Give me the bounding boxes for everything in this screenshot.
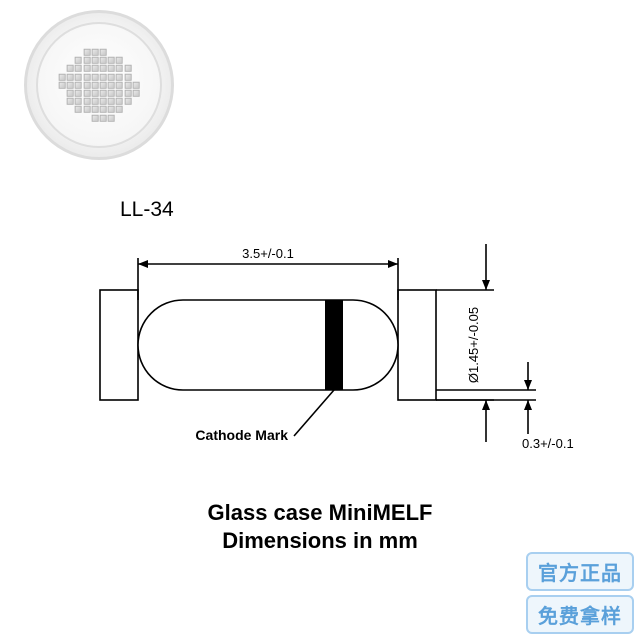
logo-pixel-grid [59,49,140,122]
caption-line-1: Glass case MiniMELF [0,500,640,526]
badge-official: 官方正品 [526,552,634,591]
caption-line-2: Dimensions in mm [0,528,640,554]
package-diagram: 3.5+/-0.1 Ø1.45+/-0.05 0.3+/-0.1 Cathode Ma… [60,230,580,490]
badge-free-sample: 免费拿样 [526,595,634,634]
badges: 官方正品 免费拿样 [526,552,634,634]
svg-text:0.3+/-0.1: 0.3+/-0.1 [522,436,574,451]
svg-text:Cathode Mark: Cathode Mark [195,427,288,443]
svg-text:Ø1.45+/-0.05: Ø1.45+/-0.05 [466,307,481,383]
package-label: LL-34 [120,198,174,222]
svg-text:3.5+/-0.1: 3.5+/-0.1 [242,246,294,261]
page: LL-34 3.5+/-0.1 Ø1.45+/-0.05 0.3+/-0.1 Cath… [0,0,640,640]
brand-logo [24,10,174,160]
